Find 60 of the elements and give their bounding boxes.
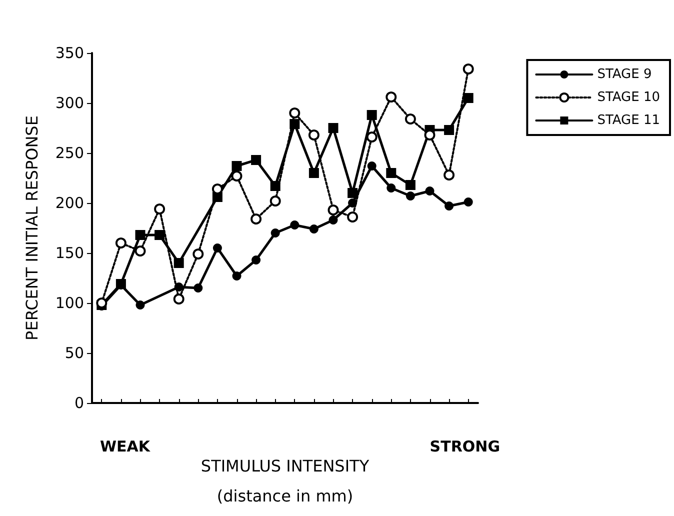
point xyxy=(328,204,339,216)
point xyxy=(308,168,319,178)
point xyxy=(194,284,203,292)
y-tick-label: 50 xyxy=(64,344,84,362)
x-axis-title: STIMULUS INTENSITY (distance in mm) xyxy=(200,456,370,506)
point xyxy=(367,162,376,170)
point xyxy=(404,114,416,124)
point xyxy=(270,196,281,206)
point xyxy=(406,192,415,200)
point xyxy=(347,212,358,222)
point xyxy=(425,186,434,196)
y-tick-label: 100 xyxy=(55,294,84,312)
point xyxy=(252,256,261,264)
point xyxy=(464,198,473,206)
y-tick-label: 350 xyxy=(55,44,84,62)
point xyxy=(231,170,242,182)
point xyxy=(444,170,455,180)
point xyxy=(154,204,166,214)
y-tick-label: 200 xyxy=(55,194,84,212)
point xyxy=(212,244,222,252)
point xyxy=(309,224,318,234)
y-tick-label: 250 xyxy=(55,144,84,162)
point xyxy=(115,238,126,248)
point xyxy=(192,248,204,260)
point xyxy=(328,123,338,133)
point xyxy=(174,258,184,268)
point xyxy=(444,202,454,210)
point xyxy=(270,228,280,238)
y-axis-title: PERCENT INITIAL RESPONSE xyxy=(22,116,42,340)
point xyxy=(136,300,145,310)
point xyxy=(135,230,146,240)
point xyxy=(386,184,396,192)
point xyxy=(366,110,377,120)
text: STRONG xyxy=(430,438,500,456)
point xyxy=(154,230,165,240)
point xyxy=(348,188,358,198)
y-tick-label: 0 xyxy=(74,394,84,412)
point xyxy=(328,216,338,224)
point xyxy=(463,93,474,103)
point xyxy=(462,64,474,74)
point xyxy=(232,161,242,171)
point xyxy=(308,130,320,140)
legend-label: STAGE 11 xyxy=(597,113,660,128)
point xyxy=(405,180,416,190)
point xyxy=(173,294,184,304)
legend-label: STAGE 10 xyxy=(597,90,660,105)
text: WEAK xyxy=(100,438,152,456)
legend-label: STAGE 9 xyxy=(597,67,652,82)
point xyxy=(366,132,378,142)
point xyxy=(289,108,300,118)
y-tick-label: 300 xyxy=(55,94,84,112)
point xyxy=(386,92,397,102)
point xyxy=(251,155,262,165)
y-tick-label: 150 xyxy=(55,244,84,262)
point xyxy=(134,246,146,256)
point xyxy=(250,214,262,224)
point xyxy=(386,168,396,178)
point xyxy=(232,272,242,280)
point xyxy=(290,220,300,230)
point xyxy=(444,125,454,135)
